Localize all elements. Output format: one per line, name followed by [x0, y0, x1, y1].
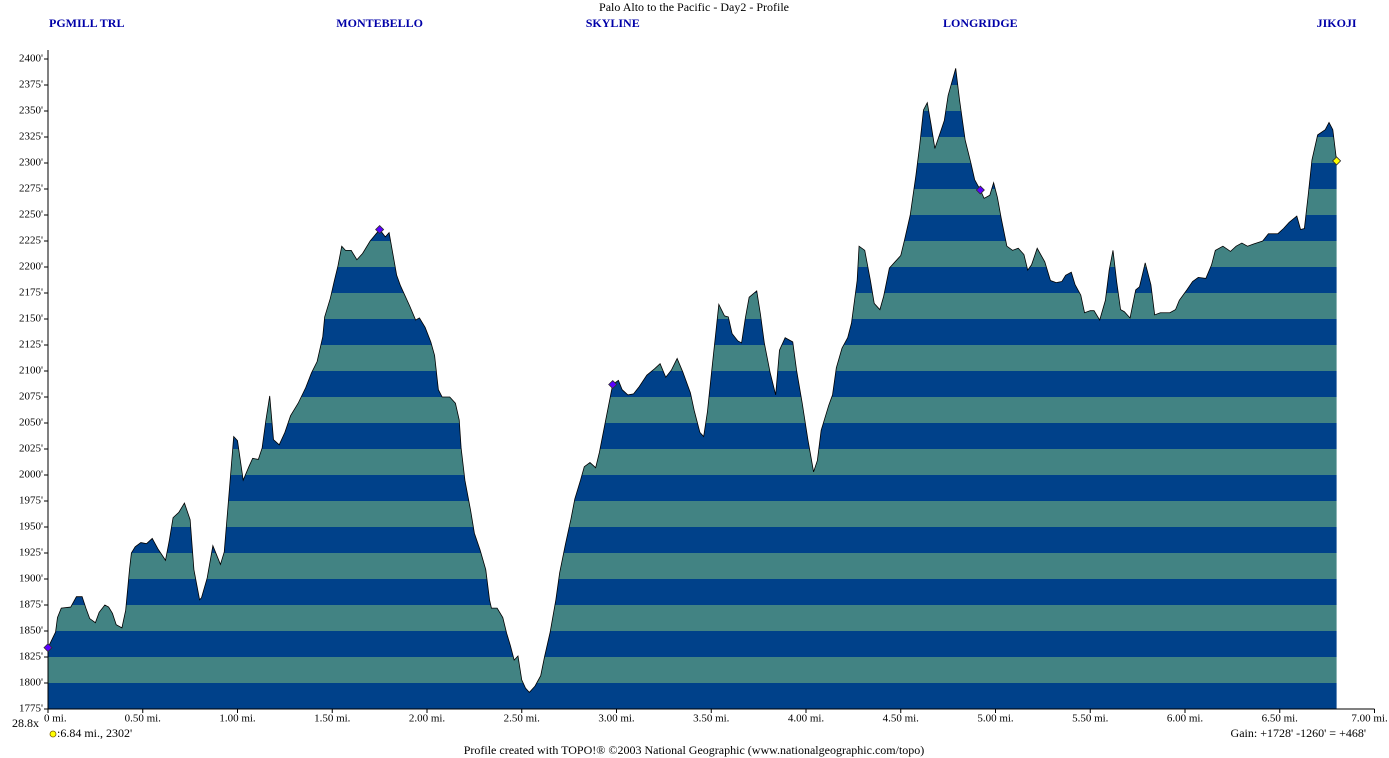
- elevation-band: [48, 423, 1337, 449]
- x-tick-label: 6.50 mi.: [1262, 713, 1299, 725]
- y-tick-label: 2300': [19, 157, 43, 169]
- y-tick-label: 2075': [19, 391, 43, 403]
- y-tick-label: 1850': [19, 625, 43, 637]
- y-tick-label: 1925': [19, 547, 43, 559]
- y-tick-label: 2325': [19, 131, 43, 143]
- readout-dot: [49, 730, 57, 738]
- elevation-band: [48, 475, 1337, 501]
- y-tick-label: 2000': [19, 469, 43, 481]
- y-tick-label: 1975': [19, 495, 43, 507]
- elevation-band: [48, 319, 1337, 345]
- x-tick-label: 5.50 mi.: [1072, 713, 1109, 725]
- y-tick-label: 2375': [19, 79, 43, 91]
- x-tick-label: 4.50 mi.: [883, 713, 920, 725]
- x-tick-label: 1.50 mi.: [314, 713, 351, 725]
- x-tick-label: 2.50 mi.: [504, 713, 541, 725]
- elevation-band: [48, 111, 1337, 137]
- waypoint-marker: [375, 224, 385, 235]
- elevation-band: [48, 631, 1337, 657]
- bands: [48, 68, 1337, 709]
- waypoint-label: SKYLINE: [586, 16, 640, 30]
- waypoint-marker: [975, 185, 985, 195]
- y-tick-label: 2400': [19, 53, 43, 65]
- elevation-band: [48, 68, 1337, 85]
- y-tick-label: 2150': [19, 313, 43, 325]
- exaggeration: 28.8x: [12, 716, 39, 730]
- y-tick-label: 2025': [19, 443, 43, 455]
- footer: Profile created with TOPO!® ©2003 Nation…: [464, 743, 925, 757]
- y-tick-label: 1875': [19, 599, 43, 611]
- waypoint-label: JIKOJI: [1317, 16, 1357, 30]
- elevation-band: [48, 683, 1337, 709]
- waypoint-marker: [608, 379, 618, 390]
- elevation-band: [48, 605, 1337, 631]
- gain: Gain: +1728' -1260' = +468': [1231, 726, 1366, 740]
- x-tick-label: 0 mi.: [44, 713, 67, 725]
- waypoint-marker: [43, 643, 53, 653]
- elevation-band: [48, 527, 1337, 553]
- y-tick-label: 1800': [19, 677, 43, 689]
- elevation-band: [48, 189, 1337, 215]
- waypoint-marker: [1332, 156, 1342, 166]
- elevation-band: [48, 163, 1337, 189]
- elevation-band: [48, 553, 1337, 579]
- y-tick-label: 2200': [19, 261, 43, 273]
- elevation-band: [48, 449, 1337, 475]
- chart-title: Palo Alto to the Pacific - Day2 - Profil…: [599, 0, 789, 14]
- y-tick-label: 2225': [19, 235, 43, 247]
- y-tick-label: 2050': [19, 417, 43, 429]
- y-tick-label: 1775': [19, 703, 43, 715]
- elevation-band: [48, 267, 1337, 293]
- y-tick-label: 1950': [19, 521, 43, 533]
- x-tick-label: 3.50 mi.: [693, 713, 730, 725]
- x-tick-label: 5.00 mi.: [977, 713, 1014, 725]
- elevation-band: [48, 241, 1337, 267]
- waypoint-label: LONGRIDGE: [943, 16, 1018, 30]
- y-tick-label: 2350': [19, 105, 43, 117]
- x-tick-label: 7.00 mi.: [1351, 713, 1388, 725]
- y-tick-label: 2175': [19, 287, 43, 299]
- x-tick-label: 0.50 mi.: [125, 713, 162, 725]
- y-tick-label: 2100': [19, 365, 43, 377]
- waypoint-label: MONTEBELLO: [336, 16, 423, 30]
- elevation-band: [48, 85, 1337, 111]
- waypoint-label: PGMILL TRL: [49, 16, 124, 30]
- y-tick-label: 2275': [19, 183, 43, 195]
- elevation-band: [48, 579, 1337, 605]
- y-tick-label: 2250': [19, 209, 43, 221]
- y-tick-label: 1825': [19, 651, 43, 663]
- elevation-band: [48, 215, 1337, 241]
- x-tick-label: 3.00 mi.: [598, 713, 635, 725]
- elevation-band: [48, 501, 1337, 527]
- profile-line: [47, 68, 1337, 693]
- x-tick-label: 4.00 mi.: [788, 713, 825, 725]
- cursor-readout: :6.84 mi., 2302': [57, 726, 132, 740]
- elevation-band: [48, 137, 1337, 163]
- elevation-band: [48, 293, 1337, 319]
- y-tick-label: 2125': [19, 339, 43, 351]
- elevation-band: [48, 397, 1337, 423]
- y-tick-label: 1900': [19, 573, 43, 585]
- x-tick-label: 1.00 mi.: [219, 713, 256, 725]
- x-tick-label: 2.00 mi.: [409, 713, 446, 725]
- elevation-band: [48, 657, 1337, 683]
- x-tick-label: 6.00 mi.: [1167, 713, 1204, 725]
- elevation-band: [48, 345, 1337, 371]
